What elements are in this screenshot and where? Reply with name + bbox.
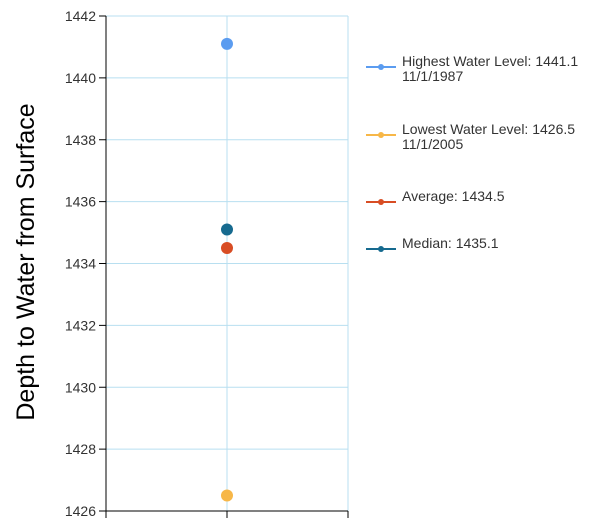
data-point	[221, 223, 233, 236]
y-axis-title: Depth to Water from Surface	[12, 103, 40, 420]
data-point	[221, 37, 233, 50]
y-axis-tick-label: 1428	[65, 441, 96, 457]
legend-item: Lowest Water Level: 1426.5 11/1/2005	[366, 122, 575, 152]
legend-date: 11/1/2005	[402, 136, 464, 152]
legend-label: Average: 1434.5	[402, 188, 505, 204]
data-point	[221, 242, 233, 255]
legend-dot	[378, 132, 384, 138]
legend-date: 11/1/1987	[402, 68, 464, 84]
legend-item: Median: 1435.1	[366, 235, 499, 253]
grid-layer	[105, 15, 349, 512]
y-axis-tick-label: 1430	[65, 379, 96, 395]
legend-item: Average: 1434.5	[366, 188, 505, 206]
legend-item: Highest Water Level: 1441.1 11/1/1987	[366, 54, 578, 84]
legend-marker	[366, 63, 396, 71]
legend-marker	[366, 245, 396, 253]
legend-dot	[378, 64, 384, 70]
y-axis-tick-label: 1442	[65, 8, 96, 24]
legend-label: Median: 1435.1	[402, 235, 499, 251]
legend-dot	[378, 246, 384, 252]
legend-marker	[366, 131, 396, 139]
legend-dot	[378, 199, 384, 205]
y-axis-tick-label: 1436	[65, 194, 96, 210]
y-axis-tick-label: 1432	[65, 317, 96, 333]
y-axis-tick-label: 1440	[65, 70, 96, 86]
legend-label: Highest Water Level: 1441.1	[402, 53, 579, 69]
legend-marker	[366, 198, 396, 206]
axis-layer: 1426 1428 1430 1432 1434 1436 1438 1440 1442	[65, 8, 349, 518]
y-axis-tick-label: 1438	[65, 132, 96, 148]
data-points-layer	[221, 37, 233, 502]
data-point	[221, 489, 233, 502]
legend-label: Lowest Water Level: 1426.5	[402, 121, 576, 137]
y-axis-tick-label: 1426	[65, 503, 96, 518]
y-axis-tick-label: 1434	[65, 256, 96, 272]
